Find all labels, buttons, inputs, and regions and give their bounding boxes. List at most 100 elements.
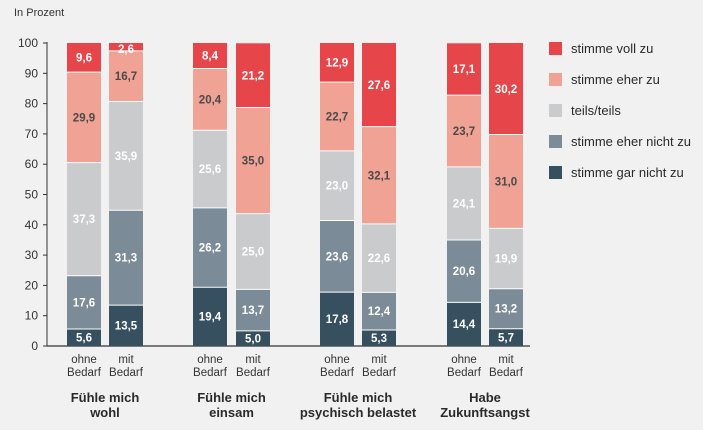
bar-segment (67, 162, 101, 276)
segment-value-label: 35,9 (115, 151, 137, 163)
unit-label: In Prozent (14, 7, 64, 19)
y-tick-label: 70 (25, 127, 39, 141)
segment-value-label: 24,1 (453, 198, 476, 210)
segment-value-label: 13,2 (495, 304, 517, 316)
legend-swatch (549, 73, 562, 86)
group-label: einsam (209, 405, 254, 420)
legend: stimme voll zu stimme eher zu teils/teils s… (549, 41, 691, 180)
y-axis: 0 10 20 30 40 50 60 70 80 90 100 (18, 36, 530, 353)
bar-category-label: Bedarf (447, 367, 482, 379)
segment-value-label: 25,0 (242, 246, 264, 258)
bar-category-label: ohne (197, 354, 223, 366)
segment-value-label: 31,0 (495, 176, 517, 188)
legend-swatch (549, 104, 562, 117)
bar-segment (489, 228, 523, 289)
y-tick-label: 20 (25, 278, 39, 292)
bar-category-label: ohne (324, 354, 350, 366)
legend-label: stimme eher nicht zu (571, 134, 691, 149)
segment-value-label: 17,1 (453, 64, 476, 76)
bar-segment (489, 328, 523, 346)
y-tick-label: 80 (25, 97, 39, 111)
bar-category-label: Bedarf (109, 367, 144, 379)
bar-segment (362, 43, 396, 127)
bar-category-label: mit (245, 354, 261, 366)
legend-swatch (549, 166, 562, 179)
group-label: Fühle mich (324, 390, 393, 405)
bar-category-label: ohne (451, 354, 477, 366)
segment-value-label: 26,2 (199, 243, 221, 255)
bar-segment (362, 329, 396, 346)
segment-value-label: 27,6 (368, 80, 390, 92)
bars: 5,6 17,6 37,3 29,9 9,6 13,5 31,3 35,9 16,7 2,6 19,… (67, 43, 523, 346)
bar-segment (489, 134, 523, 229)
segment-value-label: 32,1 (368, 170, 391, 182)
bar-segment (320, 43, 354, 83)
bar-segment (447, 166, 481, 240)
bar-segment (489, 288, 523, 329)
legend-label: stimme gar nicht zu (571, 165, 684, 180)
segment-value-label: 22,7 (326, 111, 348, 123)
group-label: Habe (469, 390, 501, 405)
y-tick-label: 0 (31, 339, 38, 353)
segment-value-label: 37,3 (73, 214, 95, 226)
segment-value-label: 14,4 (453, 319, 476, 331)
bar-segment (447, 95, 481, 167)
bar-segment (67, 275, 101, 330)
bar-segment (109, 210, 143, 306)
segment-value-label: 25,6 (199, 164, 221, 176)
segment-value-label: 20,6 (453, 266, 475, 278)
y-tick-label: 40 (25, 218, 39, 232)
bar-category-label: Bedarf (193, 367, 228, 379)
bar-segment (109, 43, 143, 51)
bar-segment (320, 82, 354, 151)
segment-value-label: 30,2 (495, 84, 517, 96)
bar-segment (362, 223, 396, 293)
segment-value-label: 20,4 (199, 94, 222, 106)
segment-value-label: 5,7 (498, 332, 514, 344)
bar-category-label: mit (498, 354, 514, 366)
bar-segment (193, 130, 227, 208)
segment-value-label: 23,0 (326, 181, 348, 193)
bar-segment (447, 239, 481, 303)
legend-label: teils/teils (571, 103, 621, 118)
bar-category-label: Bedarf (67, 367, 102, 379)
segment-value-label: 9,6 (76, 53, 92, 65)
segment-value-label: 5,0 (245, 333, 261, 345)
segment-value-label: 13,7 (242, 305, 264, 317)
bar-segment (193, 43, 227, 69)
bar-category-label: mit (118, 354, 134, 366)
segment-value-label: 12,4 (368, 306, 391, 318)
segment-value-label: 16,7 (115, 71, 137, 83)
legend-label: stimme voll zu (571, 41, 653, 56)
bar-segment (236, 43, 270, 108)
bar-segment (362, 126, 396, 224)
group-label: wohl (89, 405, 120, 420)
segment-value-label: 8,4 (202, 51, 219, 63)
bar-segment (447, 43, 481, 96)
segment-value-label: 21,2 (242, 70, 264, 82)
group-label: psychisch belastet (300, 405, 417, 420)
bar-segment (236, 107, 270, 214)
segment-value-label: 22,6 (368, 253, 390, 265)
segment-value-label: 23,7 (453, 126, 475, 138)
bar-segment (67, 43, 101, 73)
bar-segment (362, 292, 396, 330)
segment-value-label: 19,4 (199, 312, 222, 324)
bar-category-label: Bedarf (362, 367, 397, 379)
segment-value-label: 17,8 (326, 314, 349, 326)
bar-segment (67, 72, 101, 163)
y-tick-label: 50 (25, 188, 39, 202)
segment-value-label: 17,6 (73, 297, 95, 309)
group-label: Fühle mich (197, 390, 266, 405)
segment-value-label: 29,9 (73, 112, 95, 124)
bar-segment (489, 43, 523, 135)
segment-value-label: 2,6 (118, 44, 134, 56)
bar-segment (236, 289, 270, 331)
bar-segment (193, 68, 227, 131)
bar-category-label: Bedarf (320, 367, 355, 379)
segment-value-label: 23,6 (326, 251, 348, 263)
bar-segment (193, 287, 227, 346)
y-tick-label: 10 (25, 309, 39, 323)
